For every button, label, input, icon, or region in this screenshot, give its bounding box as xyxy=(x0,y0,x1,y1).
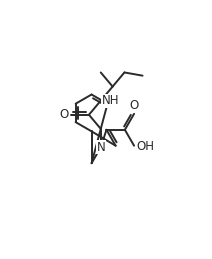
Text: N: N xyxy=(96,141,105,154)
Text: OH: OH xyxy=(137,140,155,153)
Text: O: O xyxy=(59,108,68,121)
Text: O: O xyxy=(130,99,139,112)
Text: NH: NH xyxy=(102,94,119,107)
